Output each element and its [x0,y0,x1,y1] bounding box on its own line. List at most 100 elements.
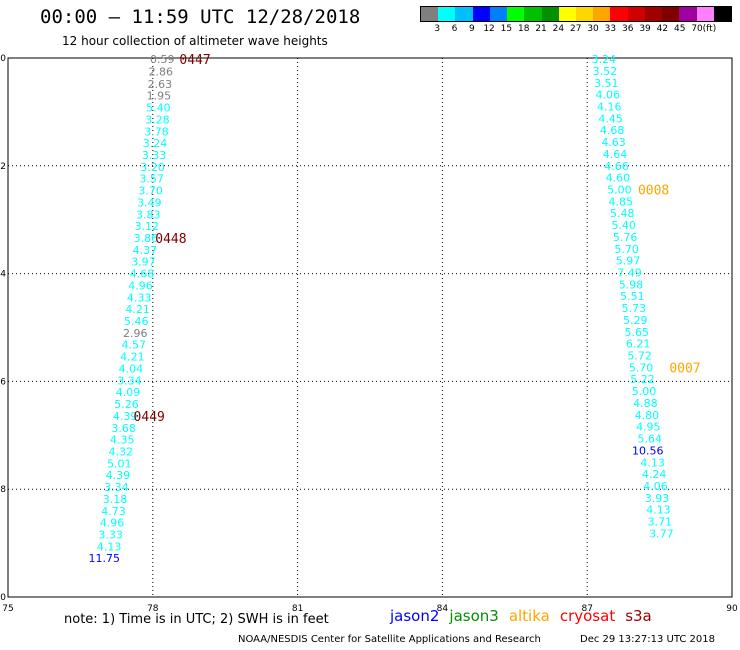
swh-point-altika: 3.93 [645,492,670,505]
swh-point-jason3: 2.63 [148,78,173,91]
scale-swatch [610,7,628,21]
swh-point-altika: 4.80 [635,409,660,422]
swh-point-altika: 4.13 [640,456,665,469]
swh-point-altika: 4.85 [609,195,634,208]
swh-point-jason3: 1.95 [147,90,172,103]
scale-swatch [558,7,576,21]
swh-point-jason3: 3.83 [136,208,161,221]
y-tick-label: -10 [0,593,6,603]
y-tick-label: -6 [0,377,6,387]
time-label: 0007 [669,361,700,376]
swh-point-jason3: 4.68 [130,268,155,281]
swh-point-altika: 4.68 [600,124,625,137]
scale-swatch [472,7,490,21]
scale-swatch [696,7,714,21]
swh-point-jason3: 4.13 [97,540,122,553]
swh-point-jason3: 3.78 [144,125,169,138]
swh-point-altika: 3.51 [594,77,619,90]
scale-label: 15 [500,24,513,34]
scale-swatch [593,7,611,21]
scale-label: 6 [451,24,458,34]
swh-point-jason3: 4.09 [116,386,141,399]
swh-point-altika: 5.70 [629,361,654,374]
timestamp: Dec 29 13:27:13 UTC 2018 [580,634,715,645]
scale-label: 9 [469,24,475,34]
color-scale-labels: 3 6 9 12 15 18 21 24 27 30 33 36 39 42 45 70 (ft) [420,22,732,36]
swh-point-jason3: 3.34 [117,374,142,387]
swh-point-altika: 4.95 [636,421,661,434]
swh-point-jason3: 4.73 [101,505,126,518]
swh-point-altika: 4.24 [642,468,667,481]
swh-point-jason3: 5.26 [114,398,139,411]
scale-swatch [575,7,594,21]
swh-point-jason3: 4.04 [119,362,144,375]
scale-label: 27 [570,24,582,34]
swh-point-altika: 3.77 [649,527,674,540]
scale-label: 18 [518,24,530,34]
x-tick-label: 78 [147,604,159,614]
legend-item-altika: altika [508,607,550,625]
swh-point-jason3: 3.20 [140,161,165,174]
swh-point-altika: 5.40 [611,219,636,232]
swh-point-altika: 5.65 [624,326,649,339]
swh-point-altika: 5.72 [627,350,652,363]
swh-point-jason3: 3.97 [131,256,156,269]
scale-label: 3 [434,24,441,34]
x-tick-label: 81 [292,604,303,614]
scale-label: 45 [674,24,686,34]
swh-point-jason3: 3.57 [139,173,164,186]
chart-title: 00:00 – 11:59 UTC 12/28/2018 [40,6,361,28]
satellite-legend: jason2 jason3 altika cryosat s3a [390,607,662,625]
swh-point-jason3: 4.32 [109,445,134,458]
swh-point-altika: 10.56 [632,444,664,457]
scale-swatch [455,7,473,21]
swh-point-altika: 5.76 [613,231,638,244]
legend-item-jason3: jason3 [449,607,499,625]
color-scale-swatches [420,6,732,22]
scale-label: 36 [622,24,634,34]
swh-point-jason3: 5.40 [146,102,171,115]
swh-point-altika: 7.49 [617,267,642,280]
credit-text: NOAA/NESDIS Center for Satellite Applica… [238,634,541,645]
footer-note: note: 1) Time is in UTC; 2) SWH is in fe… [64,612,329,627]
plot-border [7,57,733,598]
swh-point-altika: 3.71 [648,516,673,529]
scale-swatch [507,7,525,21]
scale-label: 30 [587,24,599,34]
scale-swatch [627,7,645,21]
swh-point-jason3: 3.70 [138,185,163,198]
swh-point-altika: 5.64 [638,433,663,446]
swh-point-altika: 4.13 [646,504,671,517]
swh-point-altika: 3.24 [592,53,617,66]
swh-point-altika: 5.73 [622,302,647,315]
swh-point-jason3: 4.33 [127,291,152,304]
swh-point-altika: 4.06 [596,89,621,102]
scale-label: 39 [639,24,651,34]
swh-point-jason3: 0.59 [150,53,175,66]
swh-point-jason3: 3.68 [111,422,136,435]
scale-swatch [541,7,559,21]
scale-label: 21 [535,24,547,34]
swh-point-jason3: 4.96 [128,279,153,292]
y-tick-label: -8 [0,485,6,495]
swh-point-jason3: 3.34 [104,481,129,494]
swh-point-jason3: 4.21 [120,351,145,364]
swh-point-altika: 5.00 [632,385,657,398]
swh-point-altika: 4.64 [603,148,628,161]
x-tick-label: 84 [437,604,449,614]
legend-item-jason2: jason2 [390,607,440,625]
y-tick-label: -4 [0,270,6,280]
swh-point-jason3: 3.24 [143,137,168,150]
swh-point-jason3: 5.46 [124,315,149,328]
scale-label: 42 [656,24,669,34]
scale-swatch [679,7,697,21]
scale-swatch [644,7,663,21]
swh-point-altika: 5.48 [610,207,635,220]
swh-point-altika: 5.97 [616,255,641,268]
swh-point-jason3: 4.57 [122,339,147,352]
swh-point-altika: 4.16 [597,101,622,114]
swh-point-altika: 3.52 [593,65,618,78]
y-tick-label: -2 [0,162,6,172]
swh-point-jason3: 3.33 [98,528,123,541]
